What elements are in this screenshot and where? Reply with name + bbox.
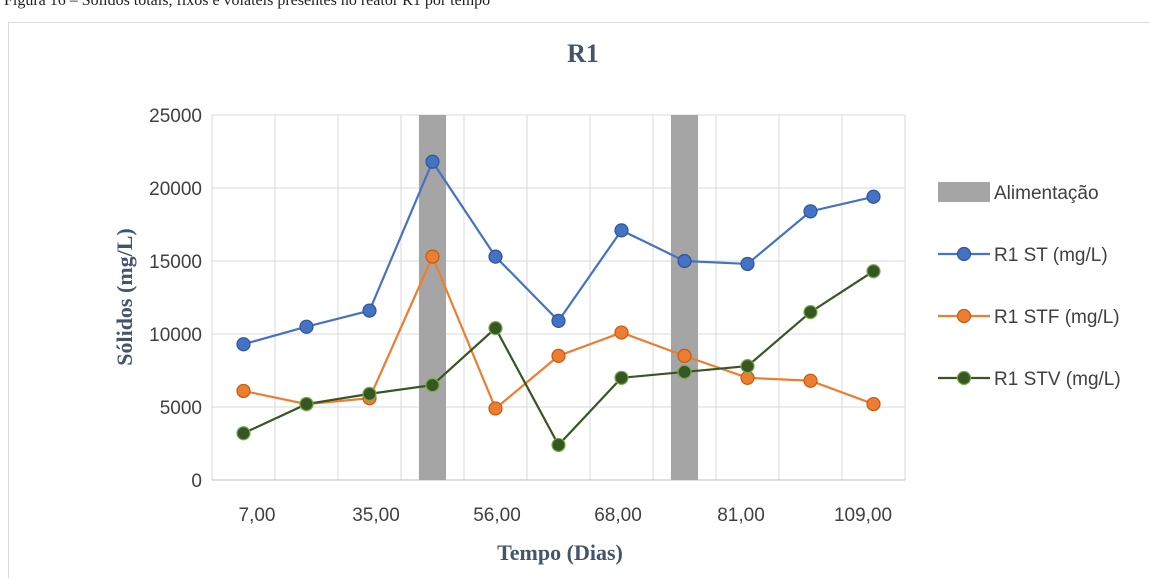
chart-title: R1 bbox=[567, 39, 599, 68]
y-tick-label: 10000 bbox=[149, 325, 202, 346]
x-tick-label: 7,00 bbox=[239, 505, 276, 526]
caption-fragment: Figura 16 – Sólidos totais, fixos e volá… bbox=[4, 0, 491, 9]
y-tick-label: 5000 bbox=[160, 398, 202, 419]
y-axis-title: Sólidos (mg/L) bbox=[112, 228, 137, 366]
data-point bbox=[362, 303, 377, 318]
data-point bbox=[425, 378, 440, 393]
data-point bbox=[803, 373, 818, 388]
legend-label-feeding: Alimentação bbox=[994, 183, 1099, 204]
data-point bbox=[740, 359, 755, 374]
feeding-bar bbox=[418, 115, 447, 480]
data-point bbox=[740, 256, 755, 272]
data-point bbox=[488, 249, 503, 264]
x-axis-title: Tempo (Dias) bbox=[497, 540, 623, 565]
data-point bbox=[803, 204, 818, 219]
legend-label-1: R1 STF (mg/L) bbox=[994, 307, 1120, 328]
data-point bbox=[614, 370, 629, 385]
chart-frame bbox=[8, 22, 1150, 578]
data-point bbox=[551, 348, 566, 363]
data-point bbox=[614, 325, 629, 340]
y-tick-label: 0 bbox=[191, 471, 202, 492]
data-point bbox=[740, 370, 755, 385]
feeding-bar bbox=[670, 115, 699, 480]
data-point bbox=[803, 305, 818, 320]
data-point bbox=[299, 396, 314, 412]
y-tick-label: 20000 bbox=[149, 179, 202, 200]
legend-label-2: R1 STV (mg/L) bbox=[994, 369, 1121, 390]
data-point bbox=[677, 253, 692, 269]
data-point bbox=[614, 223, 629, 238]
legend-marker-1 bbox=[956, 308, 972, 324]
data-point bbox=[236, 426, 251, 441]
data-point bbox=[299, 319, 314, 334]
data-point bbox=[866, 264, 881, 279]
data-point bbox=[677, 364, 692, 380]
x-tick-label: 56,00 bbox=[473, 505, 521, 526]
data-point bbox=[425, 249, 440, 264]
data-point bbox=[488, 321, 503, 336]
x-tick-label: 81,00 bbox=[717, 505, 765, 526]
data-point bbox=[551, 437, 566, 453]
y-tick-label: 15000 bbox=[149, 252, 202, 273]
data-point bbox=[677, 348, 692, 363]
data-point bbox=[866, 396, 881, 412]
data-point bbox=[362, 386, 377, 401]
data-point bbox=[488, 401, 503, 416]
data-point bbox=[866, 189, 881, 204]
data-point bbox=[236, 383, 251, 399]
x-tick-label: 109,00 bbox=[834, 505, 892, 526]
data-point bbox=[236, 337, 251, 352]
data-point bbox=[551, 313, 566, 328]
legend-swatch-feeding bbox=[938, 182, 990, 202]
legend-marker-2 bbox=[956, 370, 972, 386]
data-point bbox=[425, 154, 440, 169]
legend-marker-0 bbox=[956, 246, 972, 262]
x-tick-label: 35,00 bbox=[352, 505, 400, 526]
x-tick-label: 68,00 bbox=[594, 505, 642, 526]
legend-label-0: R1 ST (mg/L) bbox=[994, 245, 1108, 266]
y-tick-label: 25000 bbox=[149, 106, 202, 127]
